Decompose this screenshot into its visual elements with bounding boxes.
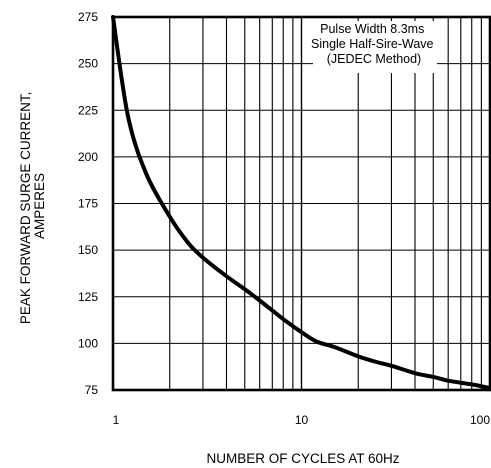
x-tick-label: 10: [295, 413, 309, 427]
annotation-text: Pulse Width 8.3ms Single Half-Sire-Wave …: [311, 22, 437, 66]
y-tick-label: 75: [85, 383, 99, 397]
annotation-line: (JEDEC Method): [327, 52, 421, 66]
x-tick-label: 100: [470, 413, 490, 427]
plot-frame: [111, 15, 491, 392]
series-curve: [111, 15, 491, 391]
annotation-box: [313, 21, 437, 73]
annotation-line: Pulse Width 8.3ms: [320, 22, 424, 36]
y-tick-label: 225: [78, 103, 98, 117]
y-tick-label: 125: [78, 290, 98, 304]
y-tick-label: 175: [78, 197, 98, 211]
y-axis-label-line: AMPERES: [32, 173, 47, 239]
y-tick-label: 250: [78, 57, 98, 71]
y-axis-label-line: PEAK FORWARD SURGE CURRENT,: [18, 92, 33, 325]
y-tick-label: 100: [78, 336, 98, 350]
x-axis-label: NUMBER OF CYCLES AT 60Hz: [206, 451, 399, 466]
annotation-line: Single Half-Sire-Wave: [311, 37, 434, 51]
grid-lines: [113, 17, 490, 390]
y-tick-labels: 75 100 125 150 175 200 225 250 275: [78, 10, 98, 397]
x-tick-labels: 1 10 100: [113, 413, 491, 427]
y-tick-label: 150: [78, 243, 98, 257]
y-tick-label: 200: [78, 150, 98, 164]
y-axis-label: PEAK FORWARD SURGE CURRENT, AMPERES: [18, 88, 47, 324]
y-tick-label: 275: [78, 10, 98, 24]
x-tick-label: 1: [113, 413, 120, 427]
